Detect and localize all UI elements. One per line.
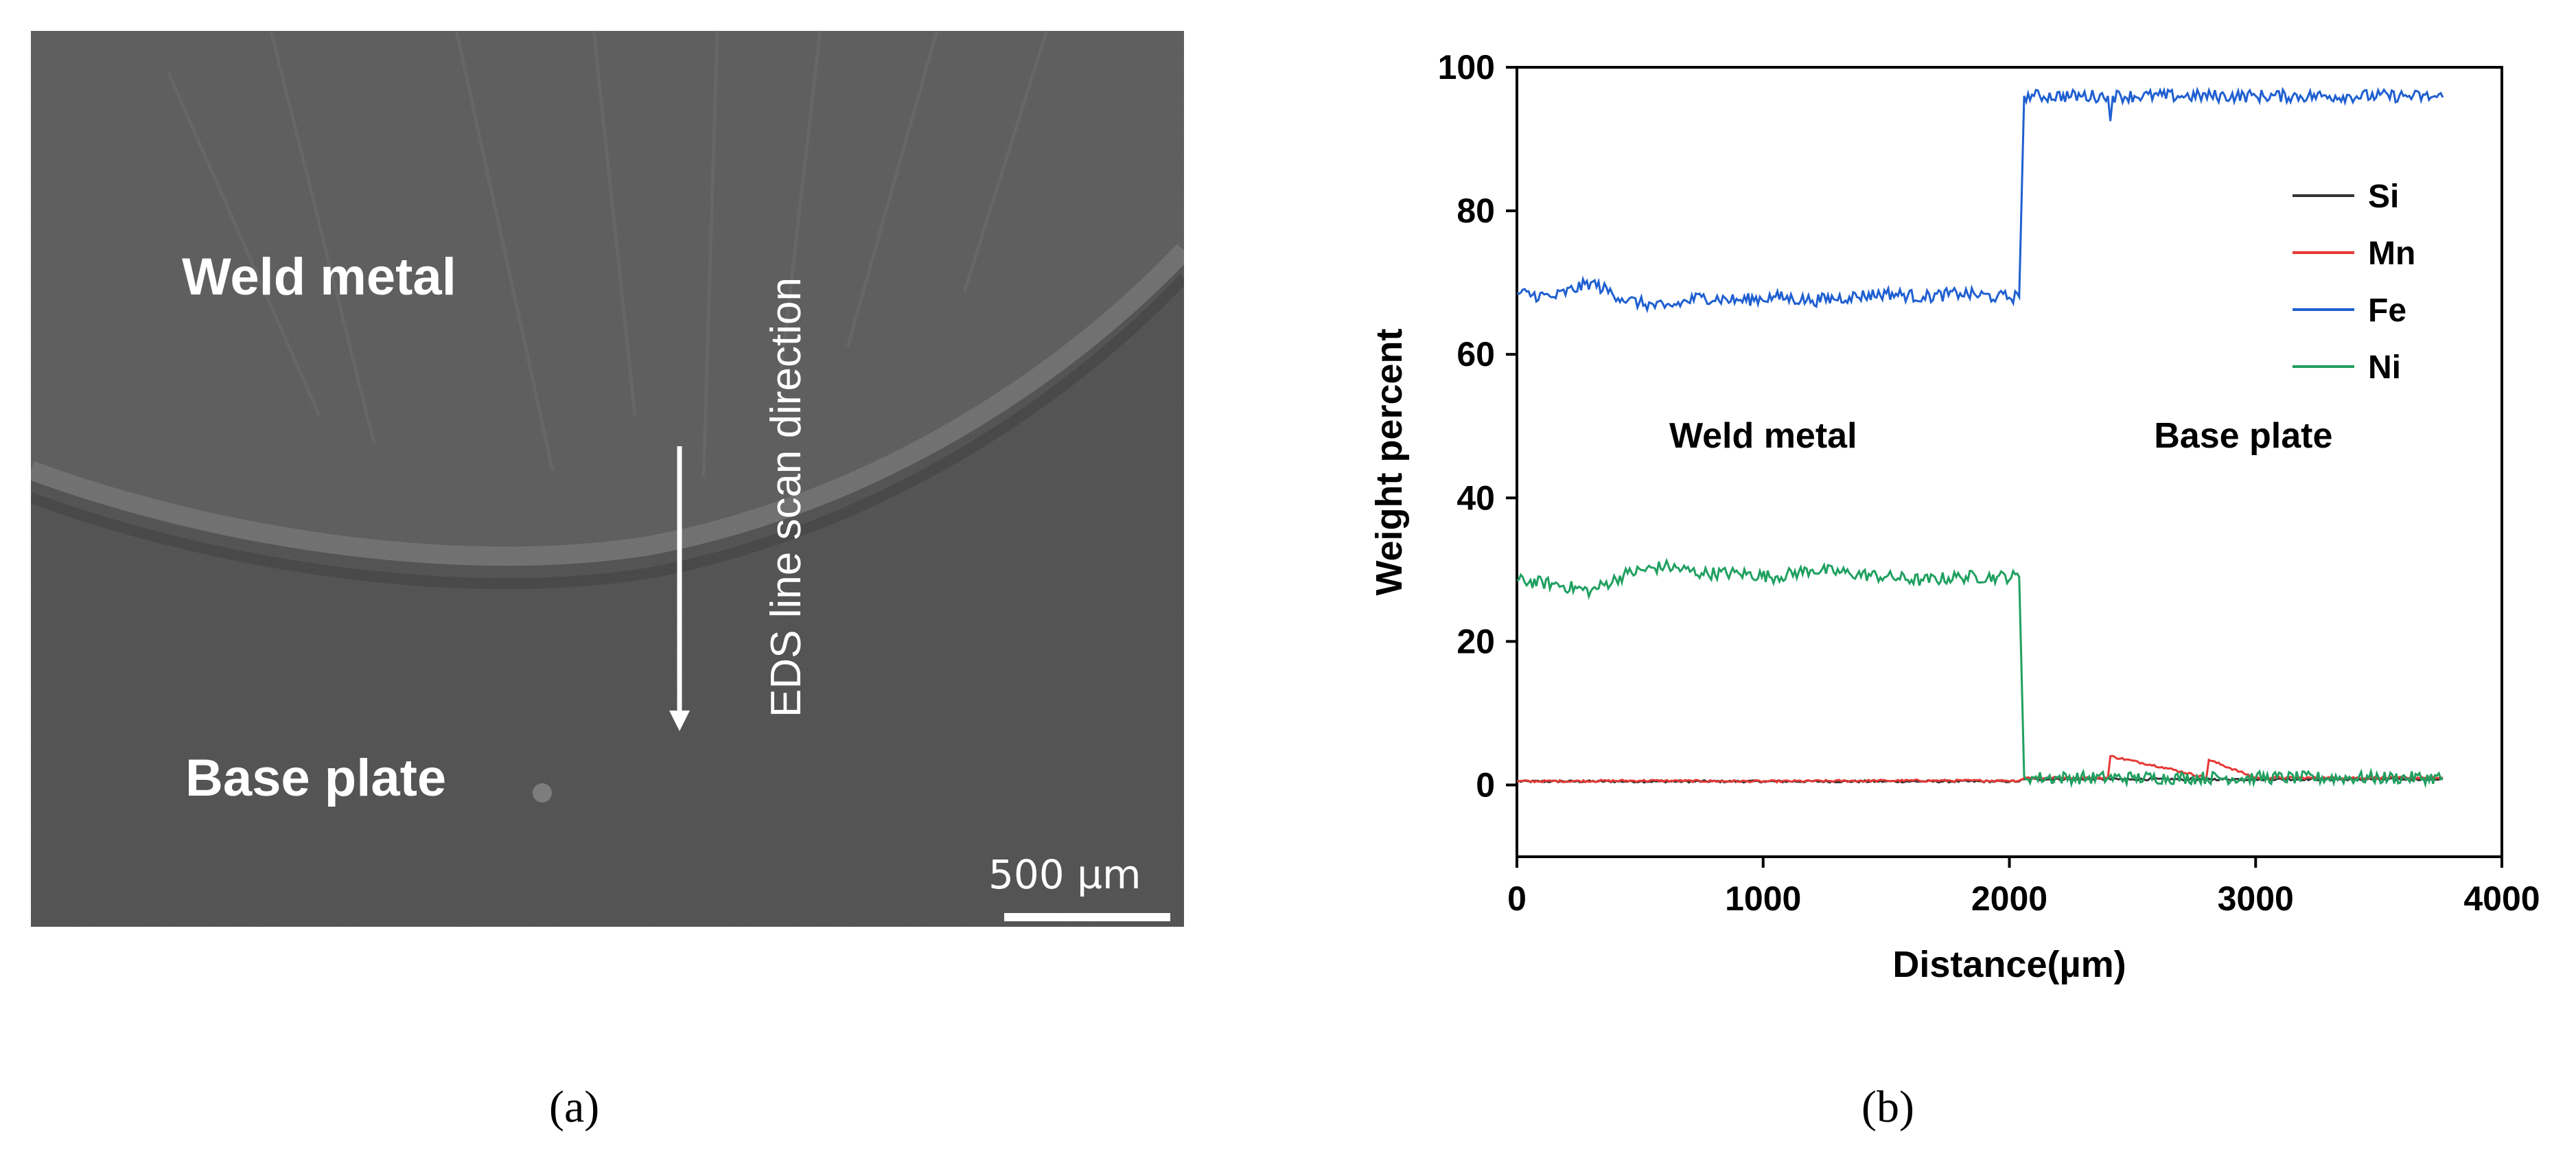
caption-a: (a) — [549, 1082, 600, 1132]
sem-micrograph: Weld metal Base plate EDS line scan dire… — [31, 31, 1184, 927]
scalebar — [1004, 913, 1170, 921]
series-line-mn — [1516, 754, 2444, 784]
x-tick-label: 1000 — [1725, 879, 1801, 918]
base-plate-label: Base plate — [185, 749, 447, 807]
legend: Si Mn Fe Ni — [2293, 178, 2415, 386]
y-tick-label: 0 — [1476, 765, 1495, 804]
annotation-base-plate: Base plate — [2154, 416, 2332, 456]
weld-metal-label: Weld metal — [182, 248, 456, 306]
micrograph-texture — [31, 31, 1184, 927]
y-tick-label: 80 — [1457, 192, 1495, 230]
y-tick-label: 60 — [1457, 335, 1495, 373]
x-tick-label: 3000 — [2218, 879, 2294, 918]
x-axis-label: Distance(µm) — [1892, 944, 2126, 985]
legend-label-si: Si — [2368, 178, 2399, 215]
x-tick-label: 4000 — [2463, 879, 2540, 918]
scan-arrow-head — [669, 711, 690, 731]
y-tick-label: 100 — [1438, 48, 1495, 86]
scalebar-label: 500 µm — [988, 851, 1141, 898]
x-tick-label: 2000 — [1971, 879, 2047, 918]
y-tick-label: 20 — [1457, 622, 1495, 660]
y-tick-label: 40 — [1457, 478, 1495, 517]
annotation-weld-metal: Weld metal — [1669, 416, 1857, 456]
plot-frame — [1516, 66, 2503, 858]
series-line-fe — [1516, 86, 2444, 314]
y-axis-label: Weight percent — [1369, 328, 1410, 595]
series-line-ni — [1516, 557, 2444, 789]
x-tick-label: 0 — [1507, 879, 1527, 918]
caption-b: (b) — [1861, 1082, 1914, 1132]
legend-label-fe: Fe — [2368, 292, 2406, 329]
legend-label-ni: Ni — [2368, 349, 2401, 386]
legend-label-mn: Mn — [2368, 235, 2415, 272]
